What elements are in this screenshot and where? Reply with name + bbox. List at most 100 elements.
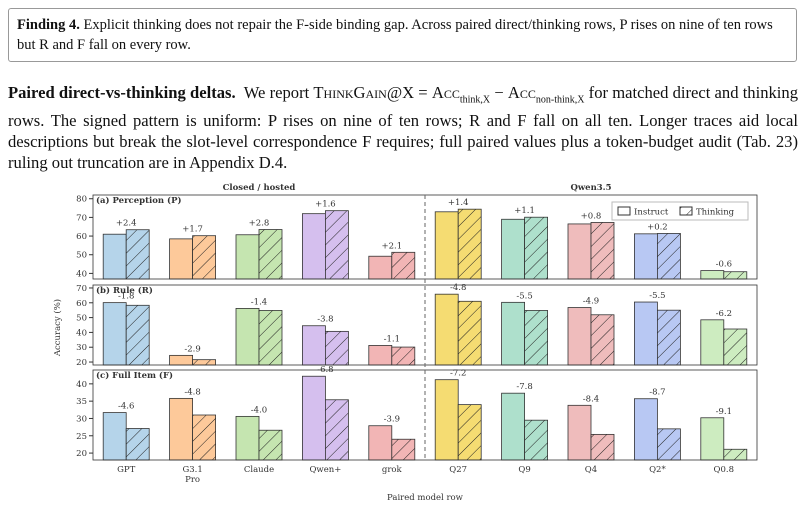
- hatch: [524, 217, 548, 279]
- y-tick-label: 50: [76, 314, 87, 324]
- delta-label: +0.8: [581, 211, 602, 221]
- y-tick-label: 60: [76, 232, 87, 242]
- delta-label: -4.8: [184, 387, 200, 397]
- bar: [567, 223, 592, 280]
- y-tick-label: 40: [76, 269, 87, 279]
- formula-sub: think,X: [459, 94, 491, 106]
- delta-label: +1.6: [315, 200, 336, 210]
- y-tick-label: 40: [76, 380, 87, 390]
- delta-label: -4.8: [450, 283, 466, 293]
- x-tick-label: Q9: [518, 465, 530, 475]
- panel-title: (c) Full Item (F): [96, 370, 173, 381]
- delta-label: -9.1: [716, 407, 732, 417]
- x-tick-label: Qwen+: [309, 465, 341, 475]
- y-tick-label: 20: [76, 358, 87, 368]
- bar: [235, 415, 260, 461]
- panel-title: (b) Rule (R): [96, 285, 153, 296]
- delta-label: -4.6: [118, 402, 134, 412]
- bar: [434, 379, 459, 461]
- bar: [434, 211, 459, 280]
- bar: [700, 319, 725, 366]
- x-tick-line: grok: [382, 465, 403, 475]
- legend-swatch: [617, 206, 631, 216]
- panel-title: (a) Perception (P): [96, 195, 182, 206]
- bar: [567, 404, 592, 461]
- x-tick-label: Q4: [585, 465, 597, 475]
- y-axis-label: Accuracy (%): [52, 299, 63, 357]
- delta-label: +2.4: [116, 219, 137, 229]
- hatch: [126, 428, 150, 460]
- x-tick-line: Claude: [244, 465, 274, 475]
- hatch: [126, 305, 150, 365]
- x-tick-label: grok: [382, 465, 403, 475]
- hatch: [591, 314, 614, 365]
- x-tick-line: Q27: [449, 465, 467, 475]
- hatch: [657, 310, 681, 365]
- hatch: [524, 310, 548, 365]
- delta-label: -3.8: [317, 315, 333, 325]
- formula: Acc: [431, 83, 460, 102]
- x-tick-line: Q0.8: [714, 465, 735, 475]
- y-tick-label: 35: [76, 397, 87, 407]
- x-axis-label: Paired model row: [387, 493, 464, 503]
- hatch: [391, 439, 415, 460]
- hatch: [524, 420, 548, 460]
- x-tick-label: Q27: [449, 465, 467, 475]
- x-tick-label: G3.1 Pro: [182, 465, 202, 485]
- hatch: [259, 430, 282, 460]
- x-tick-label: Claude: [244, 465, 274, 475]
- delta-label: -4.9: [583, 297, 599, 307]
- formula: @X =: [386, 83, 432, 102]
- finding-text: Explicit thinking does not repair the F-…: [17, 17, 773, 53]
- bar: [301, 213, 326, 280]
- hatch: [591, 434, 614, 460]
- x-tick-line: G3.1: [182, 465, 202, 475]
- bar: [634, 398, 658, 461]
- formula-sub: non-think,X: [535, 94, 585, 106]
- delta-label: -7.8: [516, 382, 532, 392]
- delta-label: -7.2: [450, 369, 466, 379]
- delta-label: -0.6: [716, 260, 732, 270]
- delta-label: +2.8: [249, 219, 270, 229]
- bar: [301, 325, 326, 366]
- bar: [501, 392, 526, 461]
- delta-label: +1.1: [514, 206, 535, 216]
- delta-label: -1.4: [251, 297, 267, 307]
- bar: [501, 218, 526, 280]
- bar: [368, 345, 393, 366]
- delta-label: -5.5: [516, 291, 532, 301]
- x-tick-line: Qwen+: [309, 465, 341, 475]
- bar: [102, 412, 127, 461]
- delta-label: -2.9: [184, 344, 200, 354]
- hatch: [391, 347, 415, 365]
- para-heading: Paired direct-vs-thinking deltas.: [8, 83, 236, 102]
- formula: −: [490, 83, 508, 102]
- hatch: [192, 415, 216, 460]
- hatch: [259, 229, 282, 279]
- bar: [434, 293, 459, 366]
- bar: [368, 255, 393, 280]
- y-tick-label: 50: [76, 251, 87, 261]
- bar: [102, 302, 127, 366]
- x-tick-line: Pro: [185, 475, 200, 485]
- delta-label: -3.9: [384, 415, 400, 425]
- bar: [301, 375, 326, 461]
- hatch: [657, 428, 681, 460]
- y-tick-label: 60: [76, 299, 87, 309]
- finding-label: Finding 4.: [17, 17, 80, 33]
- hatch: [325, 399, 349, 460]
- bar: [368, 425, 393, 461]
- bar: [501, 301, 526, 366]
- hatch: [325, 210, 349, 279]
- bar: [235, 234, 260, 280]
- hatch: [458, 404, 482, 460]
- y-tick-label: 30: [76, 343, 87, 353]
- x-tick-line: Q4: [585, 465, 597, 475]
- delta-label: -1.8: [118, 292, 134, 302]
- y-tick-label: 20: [76, 449, 87, 459]
- x-tick-label: Q0.8: [714, 465, 735, 475]
- bar: [700, 417, 725, 461]
- bar: [169, 354, 194, 366]
- hatch: [259, 310, 282, 365]
- y-tick-label: 40: [76, 328, 87, 338]
